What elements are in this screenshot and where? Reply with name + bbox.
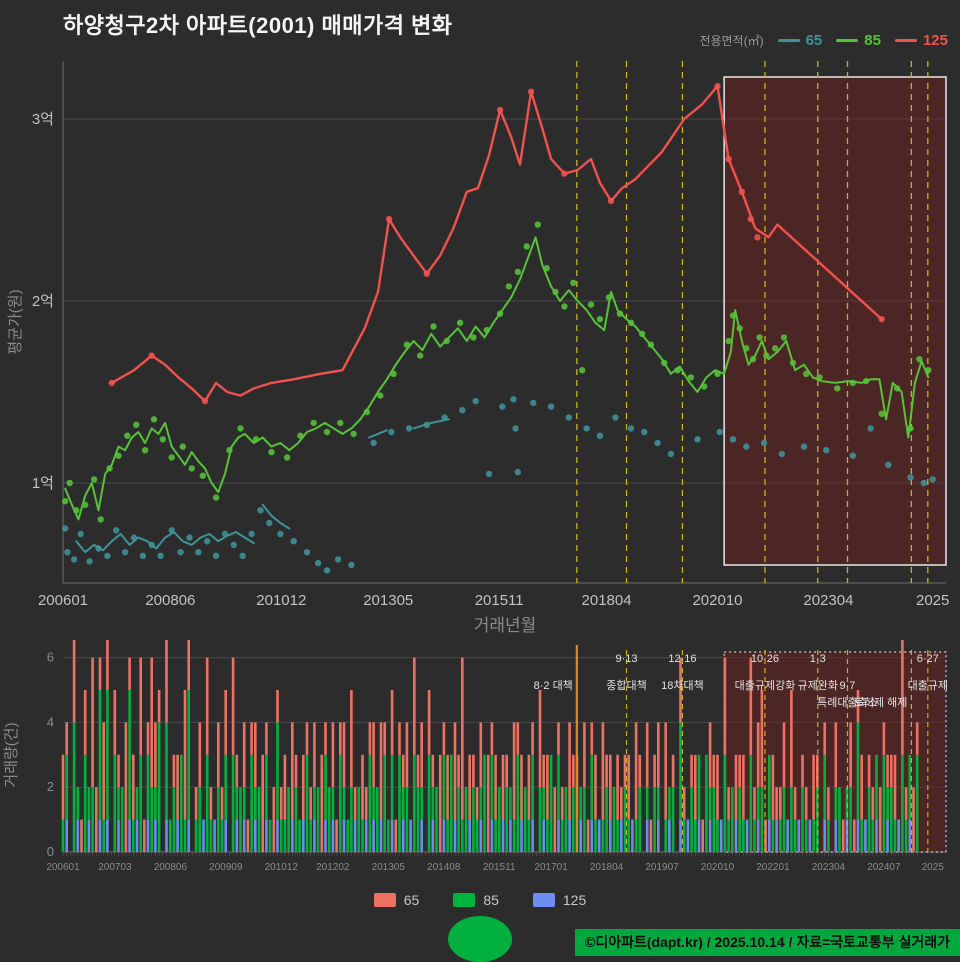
svg-text:1억: 1억 — [32, 475, 54, 492]
series-65 — [61, 396, 936, 574]
svg-text:201804: 201804 — [590, 862, 624, 873]
page-title: 하양청구2차 아파트(2001) 매매가격 변화 — [63, 13, 453, 38]
svg-text:0: 0 — [47, 844, 54, 859]
policy-annotation: 9·7 — [840, 680, 856, 692]
volume-legend-label-65: 65 — [403, 892, 420, 908]
policy-annotation: 대출규제강화 — [735, 679, 796, 692]
svg-text:201012: 201012 — [265, 862, 299, 873]
legend-item-125[interactable]: 125 — [894, 32, 948, 49]
svg-text:200806: 200806 — [154, 862, 188, 873]
policy-annotation: 토허제 해제 — [854, 695, 908, 709]
bar-swatch-65-icon — [373, 893, 396, 907]
policy-annotation: 18차대책 — [661, 679, 704, 692]
svg-text:200909: 200909 — [209, 862, 243, 873]
legend-item-85[interactable]: 85 — [836, 32, 881, 49]
volume-legend: 65 85 125 — [0, 892, 960, 908]
bar-swatch-125-icon — [532, 893, 555, 907]
volume-chart: 0 2 4 6 거래량(건) 8·2 대책 9·13 종합대책 12·16 18차대책 10·26 대… — [3, 640, 948, 873]
policy-annotation: 12·16 — [668, 653, 696, 665]
volume-axis-label: 거래량(건) — [3, 722, 20, 787]
svg-text:202010: 202010 — [692, 592, 742, 609]
series-85 — [61, 221, 932, 523]
policy-annotation: 6·27 — [917, 653, 939, 665]
svg-text:3억: 3억 — [32, 111, 54, 128]
svg-text:201907: 201907 — [645, 862, 679, 873]
price-event-lines — [576, 61, 929, 583]
policy-annotation: 대출규제 — [908, 679, 948, 692]
svg-text:2025: 2025 — [916, 592, 949, 609]
svg-text:202010: 202010 — [701, 862, 735, 873]
svg-text:201305: 201305 — [372, 862, 406, 873]
regulation-highlight — [723, 76, 947, 566]
svg-text:2025: 2025 — [922, 862, 945, 873]
svg-text:201408: 201408 — [427, 862, 461, 873]
svg-text:202201: 202201 — [756, 862, 790, 873]
svg-text:200601: 200601 — [38, 592, 88, 609]
policy-annotation: 종합대책 — [606, 679, 646, 692]
legend-label-125: 125 — [922, 32, 948, 49]
svg-text:201511: 201511 — [483, 862, 516, 873]
legend-label-85: 85 — [864, 32, 881, 49]
policy-annotation: 10·26 — [751, 653, 779, 665]
policy-annotation: 특례대출축소 — [817, 696, 878, 709]
line-swatch-125-icon — [894, 39, 917, 42]
credit-bar: ©디아파트(dapt.kr) / 2025.10.14 / 자료=국토교통부 실… — [575, 929, 960, 956]
legend-caption: 전용면적(㎡) — [699, 34, 764, 48]
line-swatch-65-icon — [777, 39, 800, 42]
legend-item-65[interactable]: 65 — [777, 32, 823, 49]
line-swatch-85-icon — [836, 39, 859, 42]
price-grid: 1억 2억 3억 200601 200806 201012 201305 201511 2018… — [7, 61, 949, 635]
bar-swatch-85-icon — [453, 893, 476, 907]
svg-text:200806: 200806 — [145, 592, 195, 609]
legend-label-65: 65 — [805, 32, 823, 49]
svg-text:2억: 2억 — [32, 293, 54, 310]
volume-legend-item-65[interactable]: 65 — [373, 892, 420, 908]
policy-annotation: 8·2 대책 — [534, 679, 573, 692]
svg-text:200601: 200601 — [46, 862, 80, 873]
volume-legend-label-125: 125 — [562, 892, 587, 908]
policy-annotation: 1·3 — [810, 653, 826, 665]
svg-text:201012: 201012 — [256, 592, 306, 609]
volume-legend-item-85[interactable]: 85 — [453, 892, 499, 908]
svg-text:6: 6 — [47, 650, 54, 665]
svg-text:4: 4 — [47, 714, 54, 729]
price-chart: 1억 2억 3억 200601 200806 201012 201305 201511 2018… — [7, 61, 949, 635]
policy-annotation: 9·13 — [616, 653, 638, 665]
svg-text:202304: 202304 — [812, 862, 846, 873]
svg-text:2: 2 — [47, 779, 54, 794]
svg-text:201202: 201202 — [316, 862, 350, 873]
volume-bars — [61, 640, 919, 856]
svg-text:202407: 202407 — [867, 862, 901, 873]
volume-legend-item-125[interactable]: 125 — [532, 892, 587, 908]
volume-event-lines: 8·2 대책 9·13 종합대책 12·16 18차대책 10·26 대출규제강화 1·3 규제… — [534, 645, 948, 852]
svg-text:201305: 201305 — [363, 592, 413, 609]
y-axis-label: 평균가(원) — [7, 289, 24, 354]
area-legend: 전용면적(㎡) 65 85 125 — [699, 32, 948, 49]
volume-legend-label-85: 85 — [483, 892, 499, 908]
svg-text:202304: 202304 — [803, 592, 853, 609]
policy-annotation: 규제완화 — [798, 679, 838, 692]
series-125 — [108, 83, 885, 405]
svg-text:201511: 201511 — [475, 592, 524, 609]
dapt-logo — [448, 916, 512, 962]
x-axis-label: 거래년월 — [474, 616, 537, 635]
svg-text:200703: 200703 — [98, 862, 132, 873]
volume-grid: 0 2 4 6 거래량(건) — [3, 650, 946, 859]
svg-text:201701: 201701 — [534, 862, 568, 873]
svg-text:201804: 201804 — [582, 592, 632, 609]
